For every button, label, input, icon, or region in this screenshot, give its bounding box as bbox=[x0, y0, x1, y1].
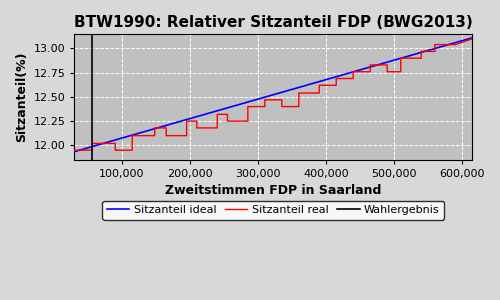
Sitzanteil real bbox=[452, 43, 458, 46]
Line: Sitzanteil real: Sitzanteil real bbox=[74, 39, 472, 150]
Sitzanteil real bbox=[112, 148, 118, 152]
Sitzanteil real bbox=[184, 119, 190, 123]
Sitzanteil real bbox=[163, 134, 169, 137]
Sitzanteil real bbox=[367, 70, 373, 74]
Sitzanteil real bbox=[432, 50, 438, 53]
Sitzanteil real bbox=[152, 134, 158, 137]
Sitzanteil real bbox=[367, 63, 373, 67]
Sitzanteil real bbox=[333, 77, 339, 80]
Sitzanteil real bbox=[418, 56, 424, 60]
Title: BTW1990: Relativer Sitzanteil FDP (BWG2013): BTW1990: Relativer Sitzanteil FDP (BWG20… bbox=[74, 15, 472, 30]
Sitzanteil real bbox=[316, 83, 322, 87]
Sitzanteil real bbox=[262, 98, 268, 102]
Sitzanteil real bbox=[296, 105, 302, 108]
Sitzanteil real bbox=[469, 37, 475, 40]
Sitzanteil real bbox=[112, 142, 118, 145]
Sitzanteil real bbox=[163, 126, 169, 130]
Sitzanteil real bbox=[224, 112, 230, 116]
Sitzanteil real bbox=[129, 148, 135, 152]
Sitzanteil real bbox=[279, 105, 285, 108]
Sitzanteil real bbox=[152, 126, 158, 130]
Sitzanteil real bbox=[350, 70, 356, 74]
Sitzanteil real bbox=[224, 119, 230, 123]
Sitzanteil real bbox=[89, 142, 95, 145]
Sitzanteil real bbox=[184, 134, 190, 137]
Sitzanteil real bbox=[350, 77, 356, 80]
Legend: Sitzanteil ideal, Sitzanteil real, Wahlergebnis: Sitzanteil ideal, Sitzanteil real, Wahle… bbox=[102, 201, 444, 220]
Sitzanteil real bbox=[72, 148, 78, 152]
Sitzanteil real bbox=[129, 134, 135, 137]
Sitzanteil real bbox=[452, 43, 458, 46]
Sitzanteil real bbox=[262, 105, 268, 108]
Sitzanteil real bbox=[398, 70, 404, 74]
X-axis label: Zweitstimmen FDP in Saarland: Zweitstimmen FDP in Saarland bbox=[165, 184, 382, 197]
Sitzanteil real bbox=[245, 105, 251, 108]
Sitzanteil real bbox=[384, 63, 390, 67]
Sitzanteil real bbox=[89, 148, 95, 152]
Sitzanteil real bbox=[432, 43, 438, 46]
Sitzanteil real bbox=[279, 98, 285, 102]
Sitzanteil real bbox=[418, 50, 424, 53]
Sitzanteil real bbox=[316, 91, 322, 95]
Sitzanteil real bbox=[245, 119, 251, 123]
Sitzanteil real bbox=[194, 119, 200, 123]
Sitzanteil real bbox=[296, 91, 302, 95]
Sitzanteil real bbox=[333, 83, 339, 87]
Sitzanteil real bbox=[214, 112, 220, 116]
Sitzanteil real bbox=[384, 70, 390, 74]
Y-axis label: Sitzanteil(%): Sitzanteil(%) bbox=[15, 52, 28, 142]
Sitzanteil real bbox=[398, 56, 404, 60]
Sitzanteil real bbox=[214, 126, 220, 130]
Sitzanteil real bbox=[194, 126, 200, 130]
